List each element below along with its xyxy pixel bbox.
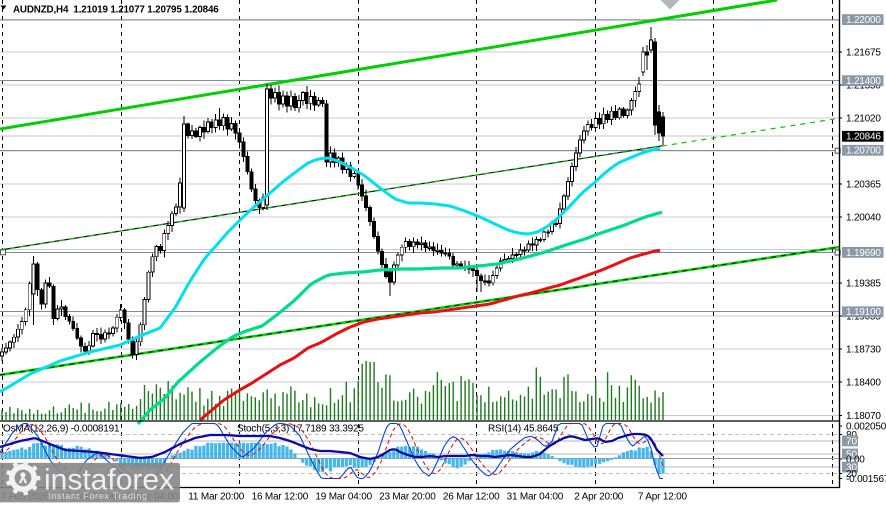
svg-text:1.21675: 1.21675	[846, 48, 881, 59]
svg-text:7 Apr 12:00: 7 Apr 12:00	[638, 492, 688, 503]
svg-text:1.21400: 1.21400	[846, 76, 881, 87]
svg-text:1.20365: 1.20365	[846, 180, 881, 191]
svg-text:1.20846: 1.20846	[846, 132, 881, 143]
svg-text:80: 80	[846, 430, 857, 441]
svg-text:RSI(14) 45.8645: RSI(14) 45.8645	[488, 424, 559, 435]
svg-text:1.19385: 1.19385	[846, 279, 881, 290]
svg-text:11 Mar 20:00: 11 Mar 20:00	[188, 492, 244, 503]
svg-text:26 Mar 12:00: 26 Mar 12:00	[443, 492, 500, 503]
svg-text:1.19690: 1.19690	[846, 248, 881, 259]
svg-text:1.20700: 1.20700	[846, 146, 881, 157]
svg-text:1.20040: 1.20040	[846, 213, 881, 224]
svg-text:1.18400: 1.18400	[846, 378, 881, 389]
svg-text:2 Apr 20:00: 2 Apr 20:00	[574, 492, 624, 503]
svg-text:1.19100: 1.19100	[846, 307, 881, 318]
svg-text:19 Mar 04:00: 19 Mar 04:00	[315, 492, 372, 503]
svg-text:1.18070: 1.18070	[846, 411, 881, 422]
svg-text:AUDNZD,H4 1.21019 1.21077 1.2: AUDNZD,H4 1.21019 1.21077 1.20795 1.2084…	[13, 5, 219, 16]
svg-text:16 Mar 12:00: 16 Mar 12:00	[252, 492, 309, 503]
svg-text:Stoch(5,3,3) 17.7189 33.3925: Stoch(5,3,3) 17.7189 33.3925	[237, 424, 364, 435]
svg-text:50: 50	[846, 450, 858, 461]
svg-text:Instant Forex Trading: Instant Forex Trading	[48, 491, 148, 501]
svg-text:70: 70	[846, 436, 858, 447]
svg-text:31 Mar 04:00: 31 Mar 04:00	[507, 492, 564, 503]
svg-text:-0.0015675: -0.0015675	[846, 474, 886, 485]
svg-text:0.0020505: 0.0020505	[846, 422, 886, 433]
svg-text:1.18730: 1.18730	[846, 345, 881, 356]
svg-text:1.22000: 1.22000	[846, 15, 881, 26]
svg-text:instaforex: instaforex	[44, 464, 174, 497]
svg-text:0.00: 0.00	[846, 454, 865, 465]
svg-text:23 Mar 20:00: 23 Mar 20:00	[379, 492, 436, 503]
svg-text:20: 20	[846, 469, 857, 480]
svg-text:1.19055: 1.19055	[846, 312, 881, 323]
svg-text:30: 30	[846, 463, 858, 474]
svg-text:1.21020: 1.21020	[846, 114, 881, 125]
svg-text:OsMA(12,26,9) -0.0008191: OsMA(12,26,9) -0.0008191	[3, 424, 120, 435]
